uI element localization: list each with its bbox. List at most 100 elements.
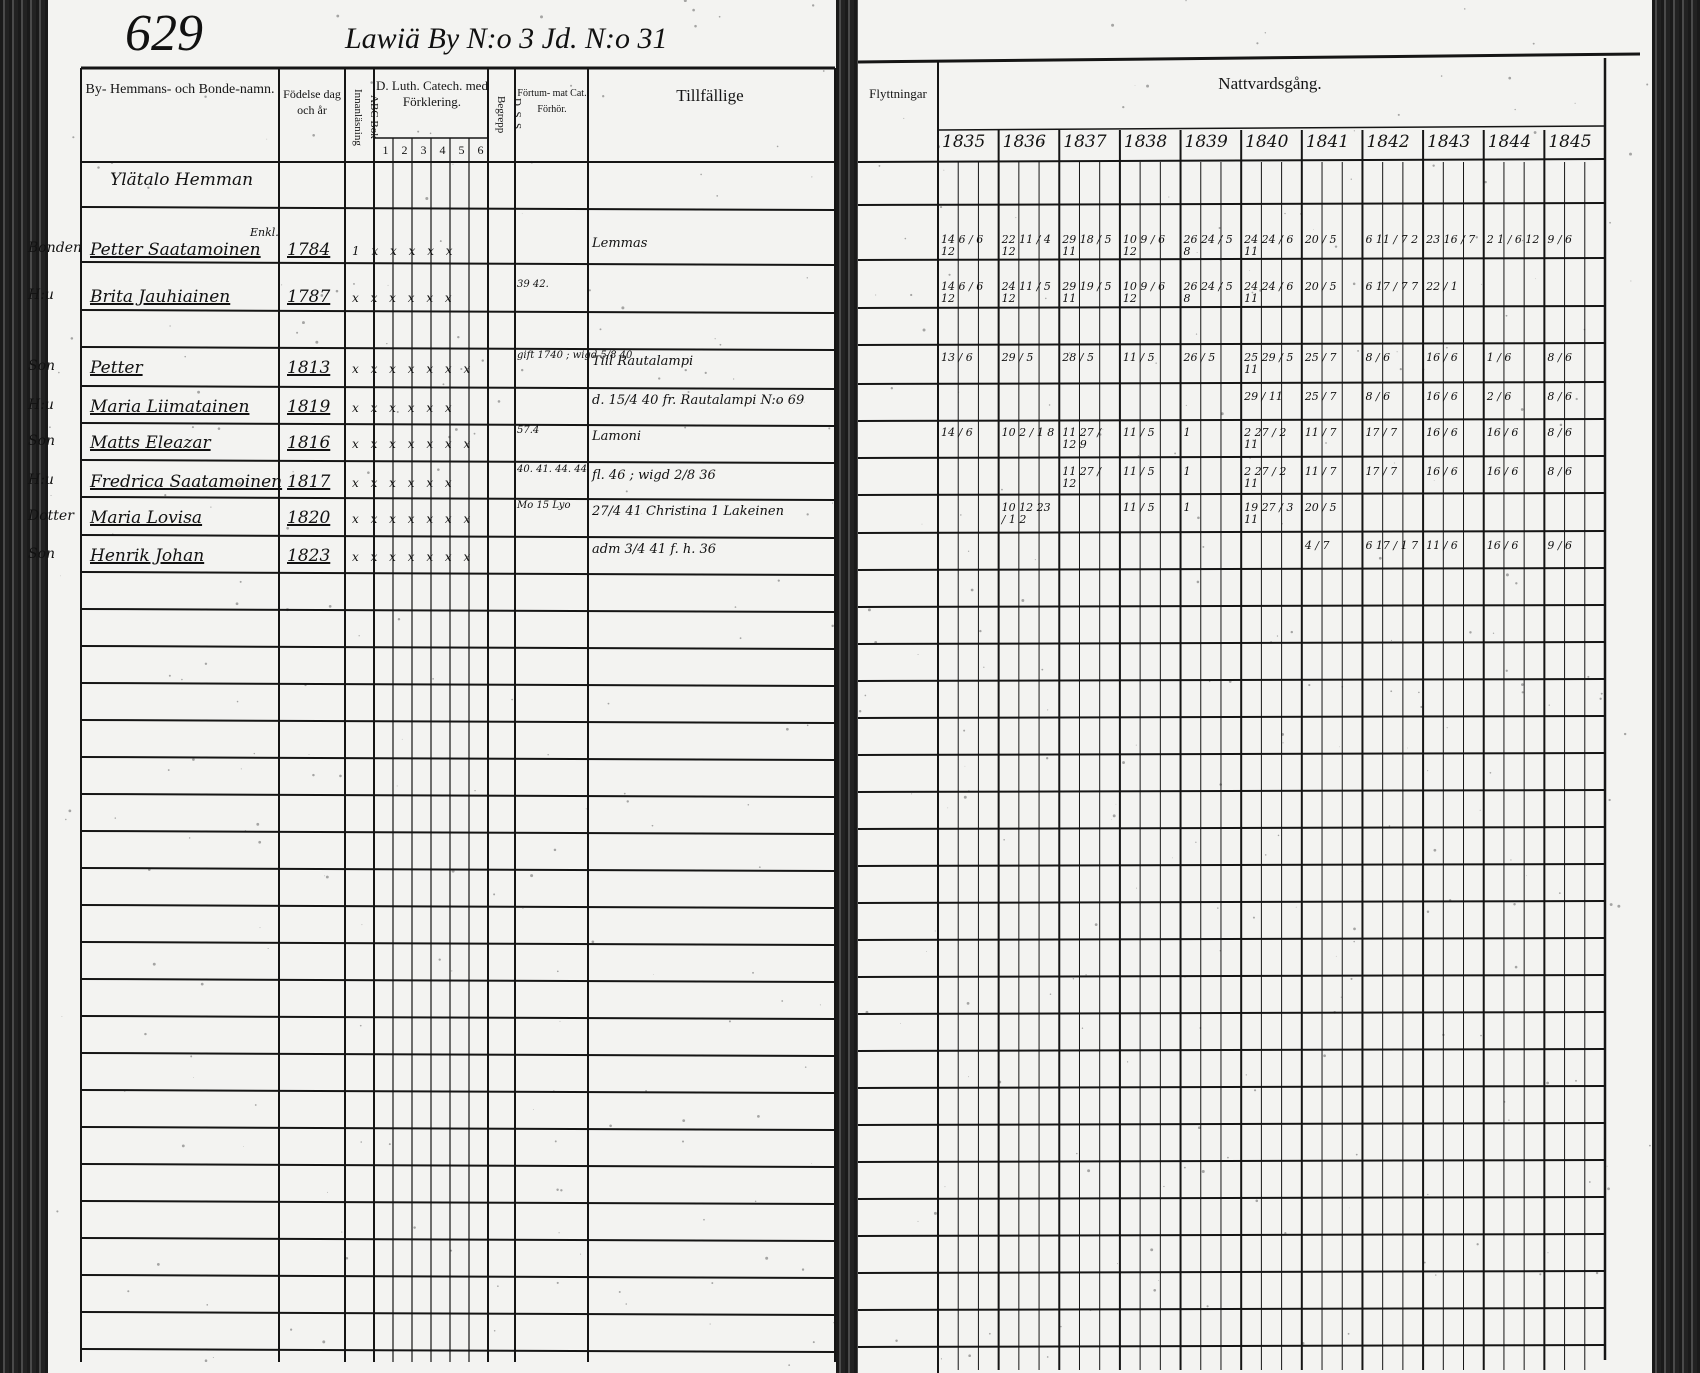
scan-speckle xyxy=(256,823,259,826)
relation-label: H:u xyxy=(28,472,54,488)
scan-speckle xyxy=(237,701,239,703)
scan-speckle xyxy=(811,1163,812,1164)
row-rule xyxy=(81,831,835,834)
scan-speckle xyxy=(494,1330,496,1332)
communion-record: 17 / 7 xyxy=(1365,427,1420,439)
scan-speckle xyxy=(971,589,974,592)
year-header: 1844 xyxy=(1488,132,1531,152)
scan-speckle xyxy=(757,1115,760,1118)
scan-speckle xyxy=(658,377,660,379)
scan-speckle xyxy=(1001,489,1003,491)
birth-year: 1787 xyxy=(287,287,330,307)
scan-speckle xyxy=(619,1291,621,1293)
scan-speckle xyxy=(205,1359,208,1362)
scan-speckle xyxy=(210,506,211,507)
row-rule xyxy=(858,1049,1605,1051)
scan-speckle xyxy=(1607,1187,1610,1190)
row-rule xyxy=(81,1312,835,1315)
communion-record: 2 / 6 xyxy=(1487,391,1542,403)
scan-speckle xyxy=(965,766,966,767)
communion-record: 8 / 6 xyxy=(1365,352,1420,364)
communion-record: 11 / 7 xyxy=(1305,427,1360,439)
person-name: Brita Jauhiainen xyxy=(90,287,230,307)
scan-speckle xyxy=(627,800,629,802)
scan-speckle xyxy=(1515,582,1517,584)
communion-record: 25 / 7 xyxy=(1305,391,1360,403)
row-rule xyxy=(858,456,1605,458)
scan-speckle xyxy=(910,294,912,296)
scan-speckle xyxy=(777,146,779,148)
scan-speckle xyxy=(1649,1145,1651,1147)
year-row-rule xyxy=(938,126,1605,130)
scan-speckle xyxy=(402,739,403,740)
scan-speckle xyxy=(206,1304,208,1306)
scan-speckle xyxy=(1184,1167,1186,1169)
scan-speckle xyxy=(290,1329,292,1331)
row-rule xyxy=(858,1345,1605,1347)
scan-speckle xyxy=(1617,905,1620,908)
scan-speckle xyxy=(1284,213,1285,214)
scan-speckle xyxy=(624,793,626,795)
scan-speckle xyxy=(692,9,695,12)
row-rule xyxy=(81,423,835,426)
communion-record: 10 9 / 6 12 xyxy=(1123,281,1178,305)
scan-speckle xyxy=(1447,727,1448,728)
row-rule xyxy=(81,386,835,389)
scan-speckle xyxy=(941,1358,942,1359)
scan-speckle xyxy=(1480,1035,1482,1037)
communion-record: 8 / 6 xyxy=(1547,427,1602,439)
row-rule xyxy=(81,460,835,463)
scan-speckle xyxy=(1197,516,1200,519)
catechism-marks: x x x x x x x xyxy=(352,437,474,451)
household-name: Ylätalo Hemman xyxy=(110,170,253,190)
scan-speckle xyxy=(1158,1280,1159,1281)
relation-label: Son xyxy=(28,546,55,562)
communion-record: 29 19 / 5 11 xyxy=(1062,281,1117,305)
person-name: Henrik Johan xyxy=(90,546,204,566)
scan-speckle xyxy=(1547,1252,1548,1253)
scan-speckle xyxy=(1394,463,1395,464)
scan-speckle xyxy=(322,1340,325,1343)
scan-speckle xyxy=(439,958,441,960)
communion-record: 20 / 5 xyxy=(1305,281,1360,293)
scan-speckle xyxy=(968,1076,969,1077)
scan-speckle xyxy=(1085,974,1086,975)
row-rule xyxy=(81,572,835,575)
scan-speckle xyxy=(879,165,881,167)
fortum-note: Mo 15 Lyo xyxy=(517,500,570,511)
header-fortum-column: Förtum- mat Cat. Förhör. xyxy=(517,86,587,118)
catechism-subheader: 5 xyxy=(452,142,471,158)
scan-speckle xyxy=(1035,559,1036,560)
scan-speckle xyxy=(1049,404,1050,405)
relation-label: H:u xyxy=(28,397,54,413)
row-rule xyxy=(81,979,835,982)
scan-speckle xyxy=(430,133,432,135)
scan-speckle xyxy=(1575,1080,1577,1082)
communion-record: 19 27 / 3 11 xyxy=(1244,502,1299,526)
scan-speckle xyxy=(1427,1194,1428,1195)
scan-speckle xyxy=(312,774,314,776)
scan-speckle xyxy=(1278,835,1280,837)
scan-speckle xyxy=(522,908,523,909)
header-bottom-rule xyxy=(858,159,1605,162)
scan-speckle xyxy=(474,433,476,435)
scan-speckle xyxy=(540,15,543,18)
year-header: 1845 xyxy=(1548,132,1591,152)
row-rule xyxy=(81,535,835,538)
scan-speckle xyxy=(1434,849,1437,852)
person-note: Enkl. xyxy=(250,226,279,239)
fortum-note: 57.4 xyxy=(517,425,539,436)
scan-speckle xyxy=(626,490,628,492)
scan-speckle xyxy=(1508,1119,1509,1120)
scan-speckle xyxy=(201,983,204,986)
row-rule xyxy=(81,1201,835,1204)
row-rule xyxy=(858,605,1605,607)
row-rule xyxy=(858,306,1605,308)
scan-speckle xyxy=(755,1201,756,1202)
scan-speckle xyxy=(983,667,984,668)
scan-speckle xyxy=(705,372,707,374)
scan-speckle xyxy=(1356,1154,1358,1156)
row-rule xyxy=(858,1086,1605,1088)
row-rule xyxy=(858,531,1605,533)
scan-speckle xyxy=(164,494,166,496)
